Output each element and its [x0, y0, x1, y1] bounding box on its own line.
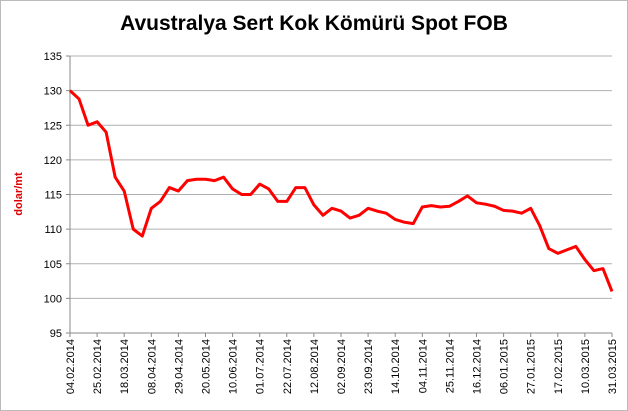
y-tick-label: 125: [44, 120, 62, 132]
y-tick-label: 100: [44, 293, 62, 305]
y-tick-label: 130: [44, 86, 62, 98]
y-tick-label: 115: [44, 190, 62, 202]
chart-title: Avustralya Sert Kok Kömürü Spot FOB: [120, 12, 508, 35]
x-tick-label: 31.03.2015: [607, 339, 619, 394]
y-tick-label: 95: [50, 328, 62, 340]
x-tick-label: 22.07.2014: [282, 339, 294, 394]
x-tick-label: 08.04.2014: [146, 339, 158, 394]
y-tick-label: 135: [44, 51, 62, 63]
x-tick-label: 14.10.2014: [390, 339, 402, 394]
x-tick-label: 25.11.2014: [444, 339, 456, 393]
x-tick-label: 25.02.2014: [92, 339, 104, 394]
x-tick-label: 10.03.2015: [580, 339, 592, 394]
x-tick-label: 17.02.2015: [553, 339, 565, 394]
x-tick-label: 04.11.2014: [417, 339, 429, 393]
x-tick-label: 01.07.2014: [255, 339, 267, 394]
y-tick-label: 120: [44, 155, 62, 167]
x-tick-label: 10.06.2014: [228, 339, 240, 394]
x-tick-label: 04.02.2014: [65, 339, 77, 394]
x-tick-label: 02.09.2014: [336, 339, 348, 394]
x-tick-label: 23.09.2014: [363, 339, 375, 394]
y-tick-label: 110: [44, 224, 62, 236]
data-line: [68, 89, 614, 293]
x-tick-label: 18.03.2014: [119, 339, 131, 394]
x-tick-label: 06.01.2015: [499, 339, 511, 394]
y-axis-label: dolar/mt: [13, 172, 25, 216]
x-tick-label: 29.04.2014: [173, 339, 185, 394]
x-tick-label: 16.12.2014: [472, 339, 484, 394]
y-tick-label: 105: [44, 259, 62, 271]
x-tick-label: 27.01.2015: [526, 339, 538, 394]
x-tick-label: 12.08.2014: [309, 339, 321, 394]
x-tick-label: 20.05.2014: [201, 339, 213, 394]
